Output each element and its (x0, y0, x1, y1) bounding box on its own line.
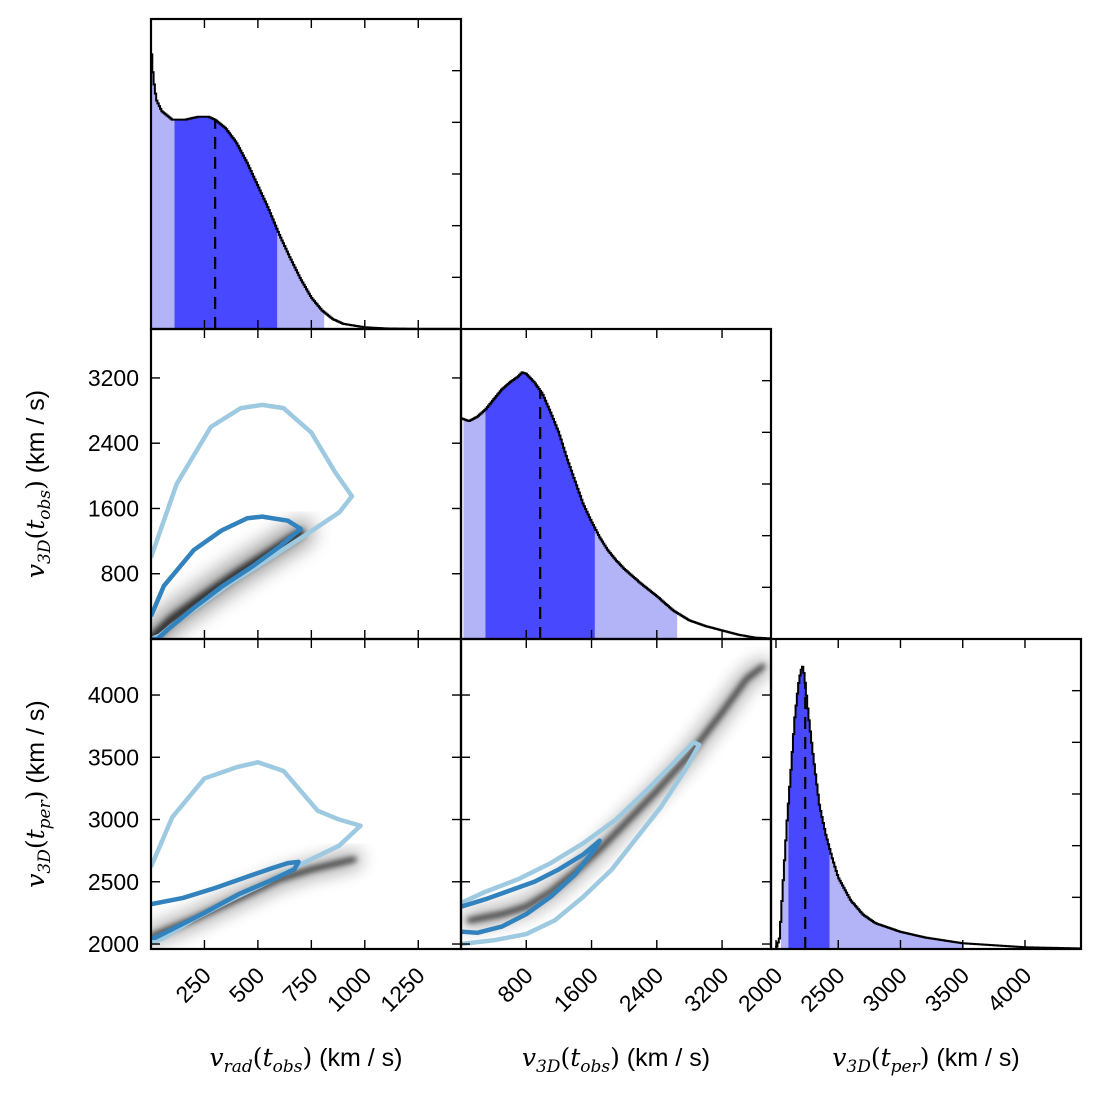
y-axis-label-1-var: v (21, 564, 50, 578)
x-tick-label-2-3: 3500 (920, 962, 975, 1017)
x-tick-label-1-3: 3200 (679, 962, 734, 1017)
x-axis-label-2-txt: ) (920, 1043, 930, 1072)
x-axis-label-0-unit: (km / s) (312, 1044, 402, 1072)
joint-panel-20 (151, 760, 366, 948)
x-axis-label-2-var: t (881, 1043, 892, 1072)
x-axis-label-0-var: t (263, 1043, 274, 1072)
x-axis-label-0-sub: rad (224, 1057, 253, 1077)
y-axis-label-2: v3D(tper) (km / s) (21, 700, 55, 888)
x-tick-label-0-3: 1000 (322, 962, 377, 1017)
x-axis-label-0: vrad(tobs) (km / s) (210, 1043, 403, 1077)
x-axis-label-0-txt: ) (302, 1043, 312, 1072)
credible-interval-inner-2 (788, 666, 830, 949)
x-tick-label-1-0: 800 (492, 962, 538, 1008)
x-tick-label-1-1: 1600 (548, 962, 603, 1017)
x-axis-label-2-unit: (km / s) (929, 1044, 1019, 1072)
y-tick-label-2-1: 2500 (88, 869, 139, 895)
y-tick-label-2-2: 3000 (88, 807, 139, 833)
y-axis-label-1-unit: (km / s) (22, 390, 50, 480)
x-axis-label-1-sub: obs (580, 1057, 610, 1077)
x-axis-label-2-sub: per (891, 1057, 921, 1077)
y-axis-label-1-sub: 3D (35, 539, 55, 564)
y-axis-label-1-txt: ( (21, 530, 50, 540)
y-axis-label-2-var: v (21, 874, 50, 888)
x-axis-label-1-var: t (570, 1043, 581, 1072)
x-tick-label-2-4: 4000 (982, 962, 1037, 1017)
x-tick-label-1-2: 2400 (614, 962, 669, 1017)
contour-outer-21 (461, 740, 702, 947)
contour-inner-21 (461, 838, 602, 936)
x-axis-label-1: v3D(tobs) (km / s) (522, 1043, 710, 1077)
x-tick-label-0-1: 500 (224, 962, 270, 1008)
x-tick-label-0-0: 250 (170, 962, 216, 1008)
y-tick-label-2-3: 3500 (88, 744, 139, 770)
marginal-panel-0 (151, 53, 461, 329)
y-axis-label-1: v3D(tobs) (km / s) (21, 390, 55, 578)
x-axis-label-0-var: v (210, 1043, 224, 1072)
y-tick-label-2-0: 2000 (88, 931, 139, 957)
density-core-21 (466, 663, 766, 923)
x-axis-label-0-txt: ( (253, 1043, 263, 1072)
y-axis-label-2-sub: 3D (35, 849, 55, 874)
x-axis-label-1-var: v (522, 1043, 536, 1072)
x-tick-label-0-4: 1250 (375, 962, 430, 1017)
y-axis-label-2-txt: ) (21, 791, 50, 801)
contour-inner-20 (151, 859, 301, 941)
x-tick-label-2-0: 2000 (733, 962, 788, 1017)
y-axis-label-1-txt: ) (21, 480, 50, 490)
x-axis-label-1-txt: ( (560, 1043, 570, 1072)
x-axis-label-1-txt: ) (610, 1043, 620, 1072)
histogram-outline-2 (771, 665, 1081, 949)
x-axis-label-2: v3D(tper) (km / s) (832, 1043, 1020, 1077)
x-tick-label-2-2: 3000 (857, 962, 912, 1017)
contour-inner-10 (151, 514, 303, 639)
credible-interval-inner-1 (485, 372, 595, 639)
y-tick-label-1-0: 800 (101, 561, 139, 587)
x-axis-label-2-var: v (832, 1043, 846, 1072)
credible-interval-inner-0 (174, 116, 278, 329)
x-axis-label-2-sub: 3D (846, 1057, 871, 1077)
y-tick-label-2-4: 4000 (88, 682, 139, 708)
x-axis-label-0-sub: obs (273, 1057, 303, 1077)
x-axis-label-1-sub: 3D (536, 1057, 561, 1077)
y-tick-label-1-3: 3200 (88, 365, 139, 391)
joint-panel-10 (151, 402, 355, 639)
y-axis-label-2-txt: ( (21, 839, 50, 849)
y-axis-label-1-var: t (21, 519, 50, 530)
histogram-outline-1 (461, 371, 771, 639)
x-axis-label-1-unit: (km / s) (620, 1044, 710, 1072)
y-axis-label-2-unit: (km / s) (22, 700, 50, 790)
x-axis-label-2-txt: ( (871, 1043, 881, 1072)
y-tick-label-1-2: 2400 (88, 430, 139, 456)
marginal-panel-1 (461, 371, 771, 639)
y-axis-label-2-var: t (21, 828, 50, 839)
y-axis-label-2-sub: per (35, 799, 55, 829)
y-tick-label-1-1: 1600 (88, 495, 139, 521)
x-tick-label-2-1: 2500 (795, 962, 850, 1017)
y-axis-label-1-sub: obs (35, 490, 55, 520)
joint-panel-21 (461, 655, 771, 947)
marginal-panel-2 (771, 665, 1081, 949)
x-tick-label-0-2: 750 (277, 962, 323, 1008)
